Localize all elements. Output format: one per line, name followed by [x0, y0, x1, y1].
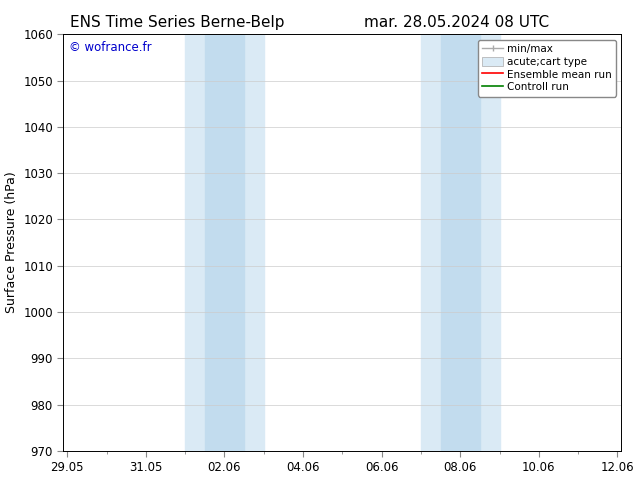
Text: mar. 28.05.2024 08 UTC: mar. 28.05.2024 08 UTC — [364, 15, 549, 30]
Bar — [185, 34, 264, 451]
Bar — [205, 34, 244, 451]
Bar — [421, 34, 500, 451]
Text: ENS Time Series Berne-Belp: ENS Time Series Berne-Belp — [70, 15, 285, 30]
Text: © wofrance.fr: © wofrance.fr — [69, 41, 152, 53]
Legend: min/max, acute;cart type, Ensemble mean run, Controll run: min/max, acute;cart type, Ensemble mean … — [478, 40, 616, 97]
Bar — [441, 34, 480, 451]
Y-axis label: Surface Pressure (hPa): Surface Pressure (hPa) — [4, 172, 18, 314]
